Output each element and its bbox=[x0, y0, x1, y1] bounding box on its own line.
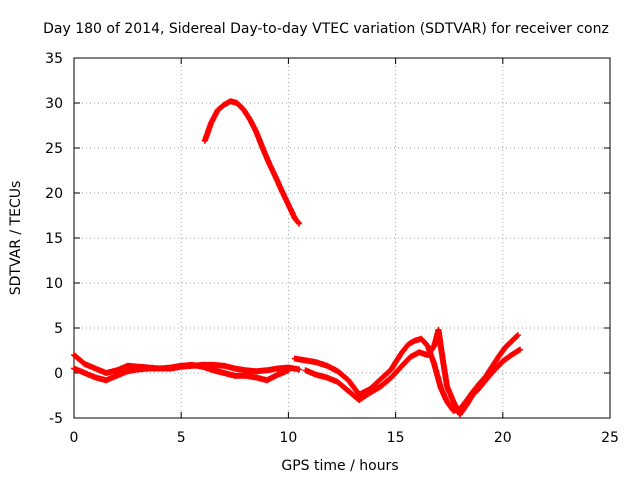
y-tick-label: 15 bbox=[45, 231, 63, 247]
tick-layer: 0 5 10 15 20 25 -5 0 5 10 15 20 25 30 35 bbox=[45, 51, 619, 446]
series-markers bbox=[71, 361, 292, 384]
series-band-D bbox=[302, 326, 523, 418]
x-tick-label: 0 bbox=[70, 430, 79, 446]
x-tick-label: 10 bbox=[279, 430, 297, 446]
y-tick-label: 0 bbox=[54, 366, 63, 382]
x-tick-label: 5 bbox=[177, 430, 186, 446]
x-tick-label: 25 bbox=[601, 430, 619, 446]
series-high-arc bbox=[201, 98, 303, 227]
y-tick-label: 10 bbox=[45, 276, 63, 292]
x-tick-label: 15 bbox=[387, 430, 405, 446]
series-band-B bbox=[71, 361, 292, 384]
y-tick-label: 30 bbox=[45, 96, 63, 112]
y-tick-label: 25 bbox=[45, 141, 63, 157]
series-markers bbox=[302, 326, 523, 418]
y-tick-label: 5 bbox=[54, 321, 63, 337]
y-axis-label: SDTVAR / TECUs bbox=[8, 181, 24, 296]
grid-layer bbox=[74, 58, 610, 418]
mark-layer bbox=[71, 98, 523, 418]
x-tick-label: 20 bbox=[494, 430, 512, 446]
y-tick-label: 20 bbox=[45, 186, 63, 202]
series-markers bbox=[201, 98, 303, 227]
chart-title: Day 180 of 2014, Sidereal Day-to-day VTE… bbox=[43, 21, 609, 37]
y-tick-label: -5 bbox=[49, 411, 63, 427]
y-tick-label: 35 bbox=[45, 51, 63, 67]
x-axis-label: GPS time / hours bbox=[281, 458, 398, 474]
